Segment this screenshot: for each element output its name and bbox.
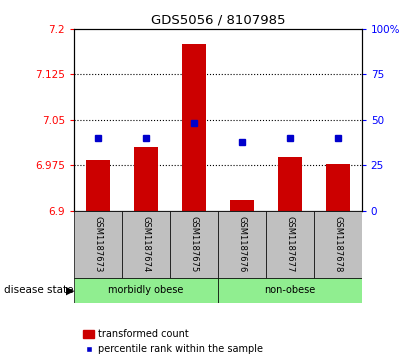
Bar — [230, 200, 254, 211]
Bar — [278, 157, 302, 211]
Text: GSM1187676: GSM1187676 — [237, 216, 246, 272]
Text: GSM1187677: GSM1187677 — [285, 216, 294, 272]
Bar — [218, 211, 266, 278]
Bar — [314, 211, 362, 278]
Text: morbidly obese: morbidly obese — [108, 285, 184, 295]
Bar — [218, 278, 362, 303]
Text: non-obese: non-obese — [264, 285, 315, 295]
Bar — [134, 147, 158, 211]
Text: ▶: ▶ — [66, 285, 74, 295]
Bar — [170, 211, 218, 278]
Bar — [182, 44, 206, 211]
Legend: transformed count, percentile rank within the sample: transformed count, percentile rank withi… — [79, 326, 267, 358]
Text: GSM1187675: GSM1187675 — [189, 216, 199, 272]
Title: GDS5056 / 8107985: GDS5056 / 8107985 — [150, 13, 285, 26]
Bar — [74, 211, 122, 278]
Bar — [326, 164, 350, 211]
Text: GSM1187674: GSM1187674 — [141, 216, 150, 272]
Bar — [86, 160, 110, 211]
Text: GSM1187678: GSM1187678 — [333, 216, 342, 272]
Bar — [266, 211, 314, 278]
Bar — [122, 211, 170, 278]
Bar — [74, 278, 218, 303]
Text: GSM1187673: GSM1187673 — [93, 216, 102, 272]
Text: disease state: disease state — [4, 285, 74, 295]
